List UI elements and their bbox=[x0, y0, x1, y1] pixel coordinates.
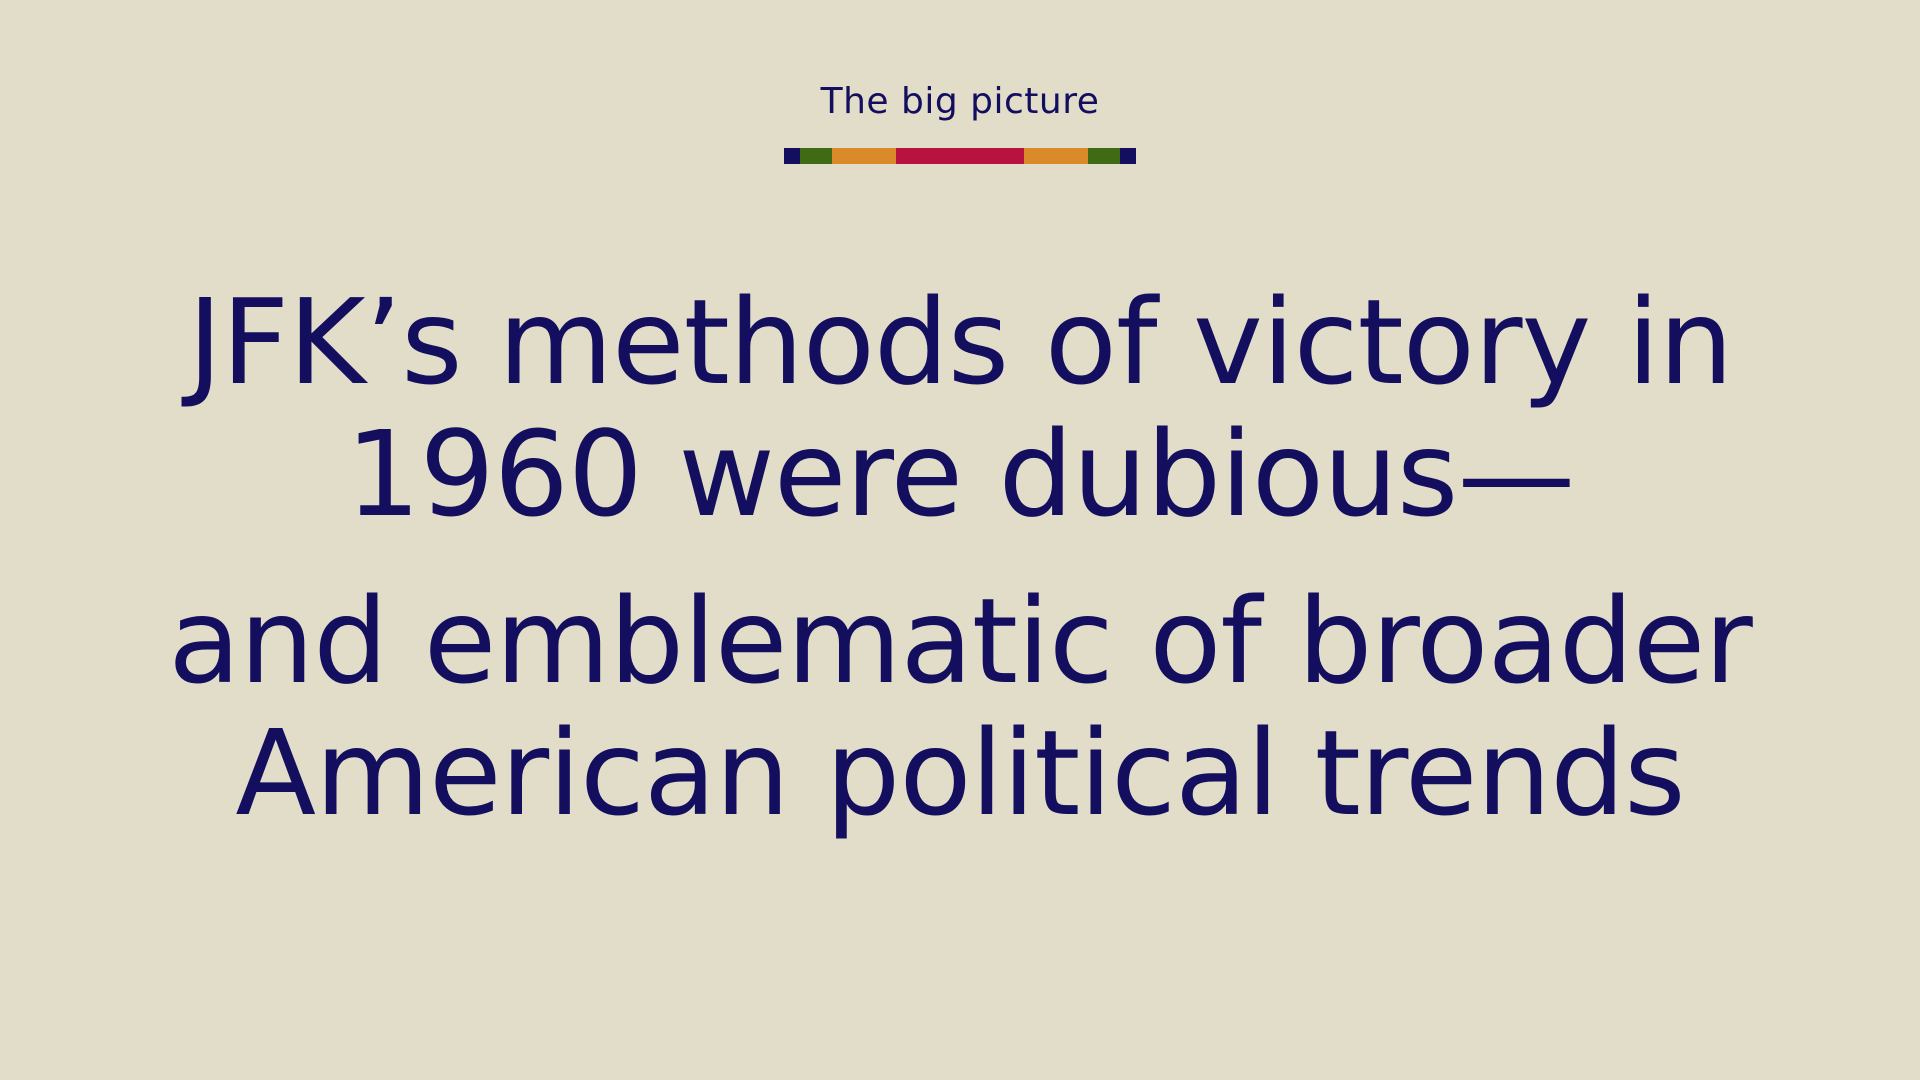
headline-line-2: 1960 were dubious— bbox=[345, 405, 1576, 543]
color-bar-segment bbox=[1120, 148, 1136, 164]
color-bar-segment bbox=[800, 148, 832, 164]
headline-block-1: JFK’s methods of victory in 1960 were du… bbox=[0, 276, 1920, 540]
headline-line-4: American political trends bbox=[235, 704, 1685, 842]
kicker-label: The big picture bbox=[820, 81, 1100, 122]
color-bar-segment bbox=[1088, 148, 1120, 164]
decorative-color-bar bbox=[784, 148, 1136, 164]
headline-block-2: and emblematic of broader American polit… bbox=[0, 575, 1920, 839]
color-bar-segment bbox=[1024, 148, 1088, 164]
headline-line-1: JFK’s methods of victory in bbox=[187, 273, 1734, 411]
color-bar-segment bbox=[832, 148, 896, 164]
headline-line-3: and emblematic of broader bbox=[168, 572, 1753, 710]
color-bar-segment bbox=[784, 148, 800, 164]
color-bar-segment bbox=[896, 148, 1024, 164]
